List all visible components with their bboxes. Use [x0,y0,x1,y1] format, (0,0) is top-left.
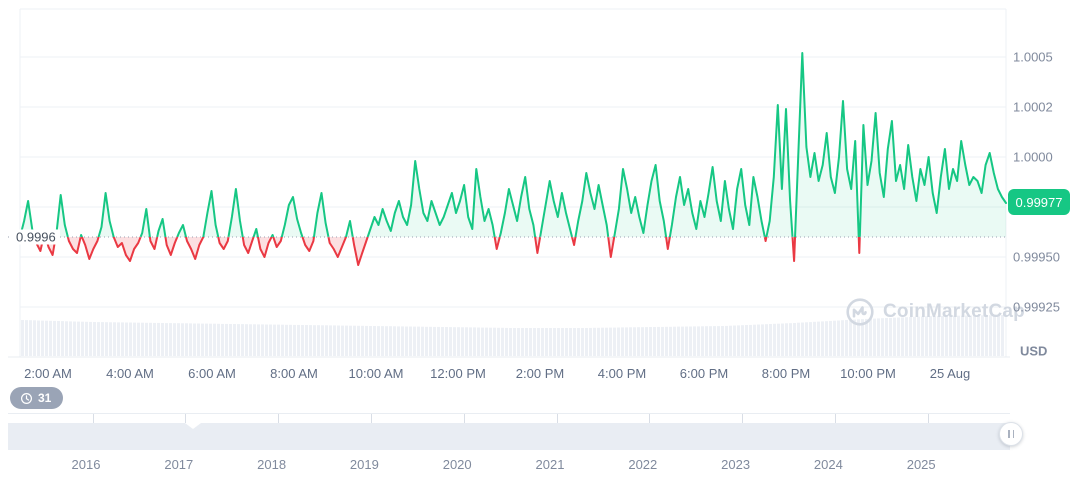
navigator-year-tick [463,414,465,423]
navigator-year-label: 2022 [628,457,658,472]
navigator-notch [185,423,201,429]
navigator-year-tick [927,414,929,423]
navigator-tick-strip [8,413,1010,424]
navigator-handle[interactable] [999,422,1023,446]
price-line-up [19,52,1007,237]
navigator-year-label: 2021 [535,457,565,472]
navigator-year-tick [185,414,187,423]
y-axis-label: 1.0000 [1013,149,1053,165]
navigator-year-label: 2017 [164,457,194,472]
x-axis-label: 12:00 PM [430,366,486,381]
navigator-year-tick [834,414,836,423]
navigator-year-label: 2024 [813,457,843,472]
history-badge[interactable]: 31 [10,387,64,409]
y-axis-label: 0.99925 [1013,299,1060,315]
y-axis-label: 1.0002 [1013,99,1053,115]
navigator-year-tick [742,414,744,423]
navigator-year-label: 2018 [257,457,287,472]
navigator-year-label: 2020 [442,457,472,472]
navigator-year-label: 2025 [906,457,936,472]
x-axis-label: 10:00 AM [348,366,404,381]
currency-label: USD [1020,343,1048,359]
navigator-year-label: 2016 [71,457,101,472]
price-area-up [20,53,1006,237]
navigator-year-tick [556,414,558,423]
x-axis-label: 8:00 AM [270,366,318,381]
navigator-year-tick [278,414,280,423]
price-area-down [20,237,1006,265]
x-axis-label: 6:00 AM [188,366,236,381]
x-axis-label: 2:00 AM [24,366,72,381]
navigator-year-tick [649,414,651,423]
x-axis-label: 8:00 PM [761,366,811,381]
baseline-price-label: 0.9996 [12,229,60,245]
navigator-year-label: 2019 [349,457,379,472]
price-chart[interactable] [0,0,1072,412]
history-badge-count: 31 [38,391,52,405]
navigator-year-tick [92,414,94,423]
navigator-year-tick [370,414,372,423]
y-axis-label: 0.99950 [1013,249,1060,265]
x-axis-label: 4:00 AM [106,366,154,381]
history-clock-icon [20,392,33,404]
x-axis-label: 4:00 PM [597,366,647,381]
x-axis-label: 2:00 PM [515,366,565,381]
x-axis-label: 25 Aug [929,366,971,381]
y-axis-label: 1.0005 [1013,49,1053,65]
navigator-scrubber[interactable] [8,423,1010,450]
navigator-year-label: 2023 [721,457,751,472]
current-price-badge: 0.99977 [1008,189,1070,215]
x-axis-label: 6:00 PM [679,366,729,381]
x-axis-label: 10:00 PM [840,366,896,381]
